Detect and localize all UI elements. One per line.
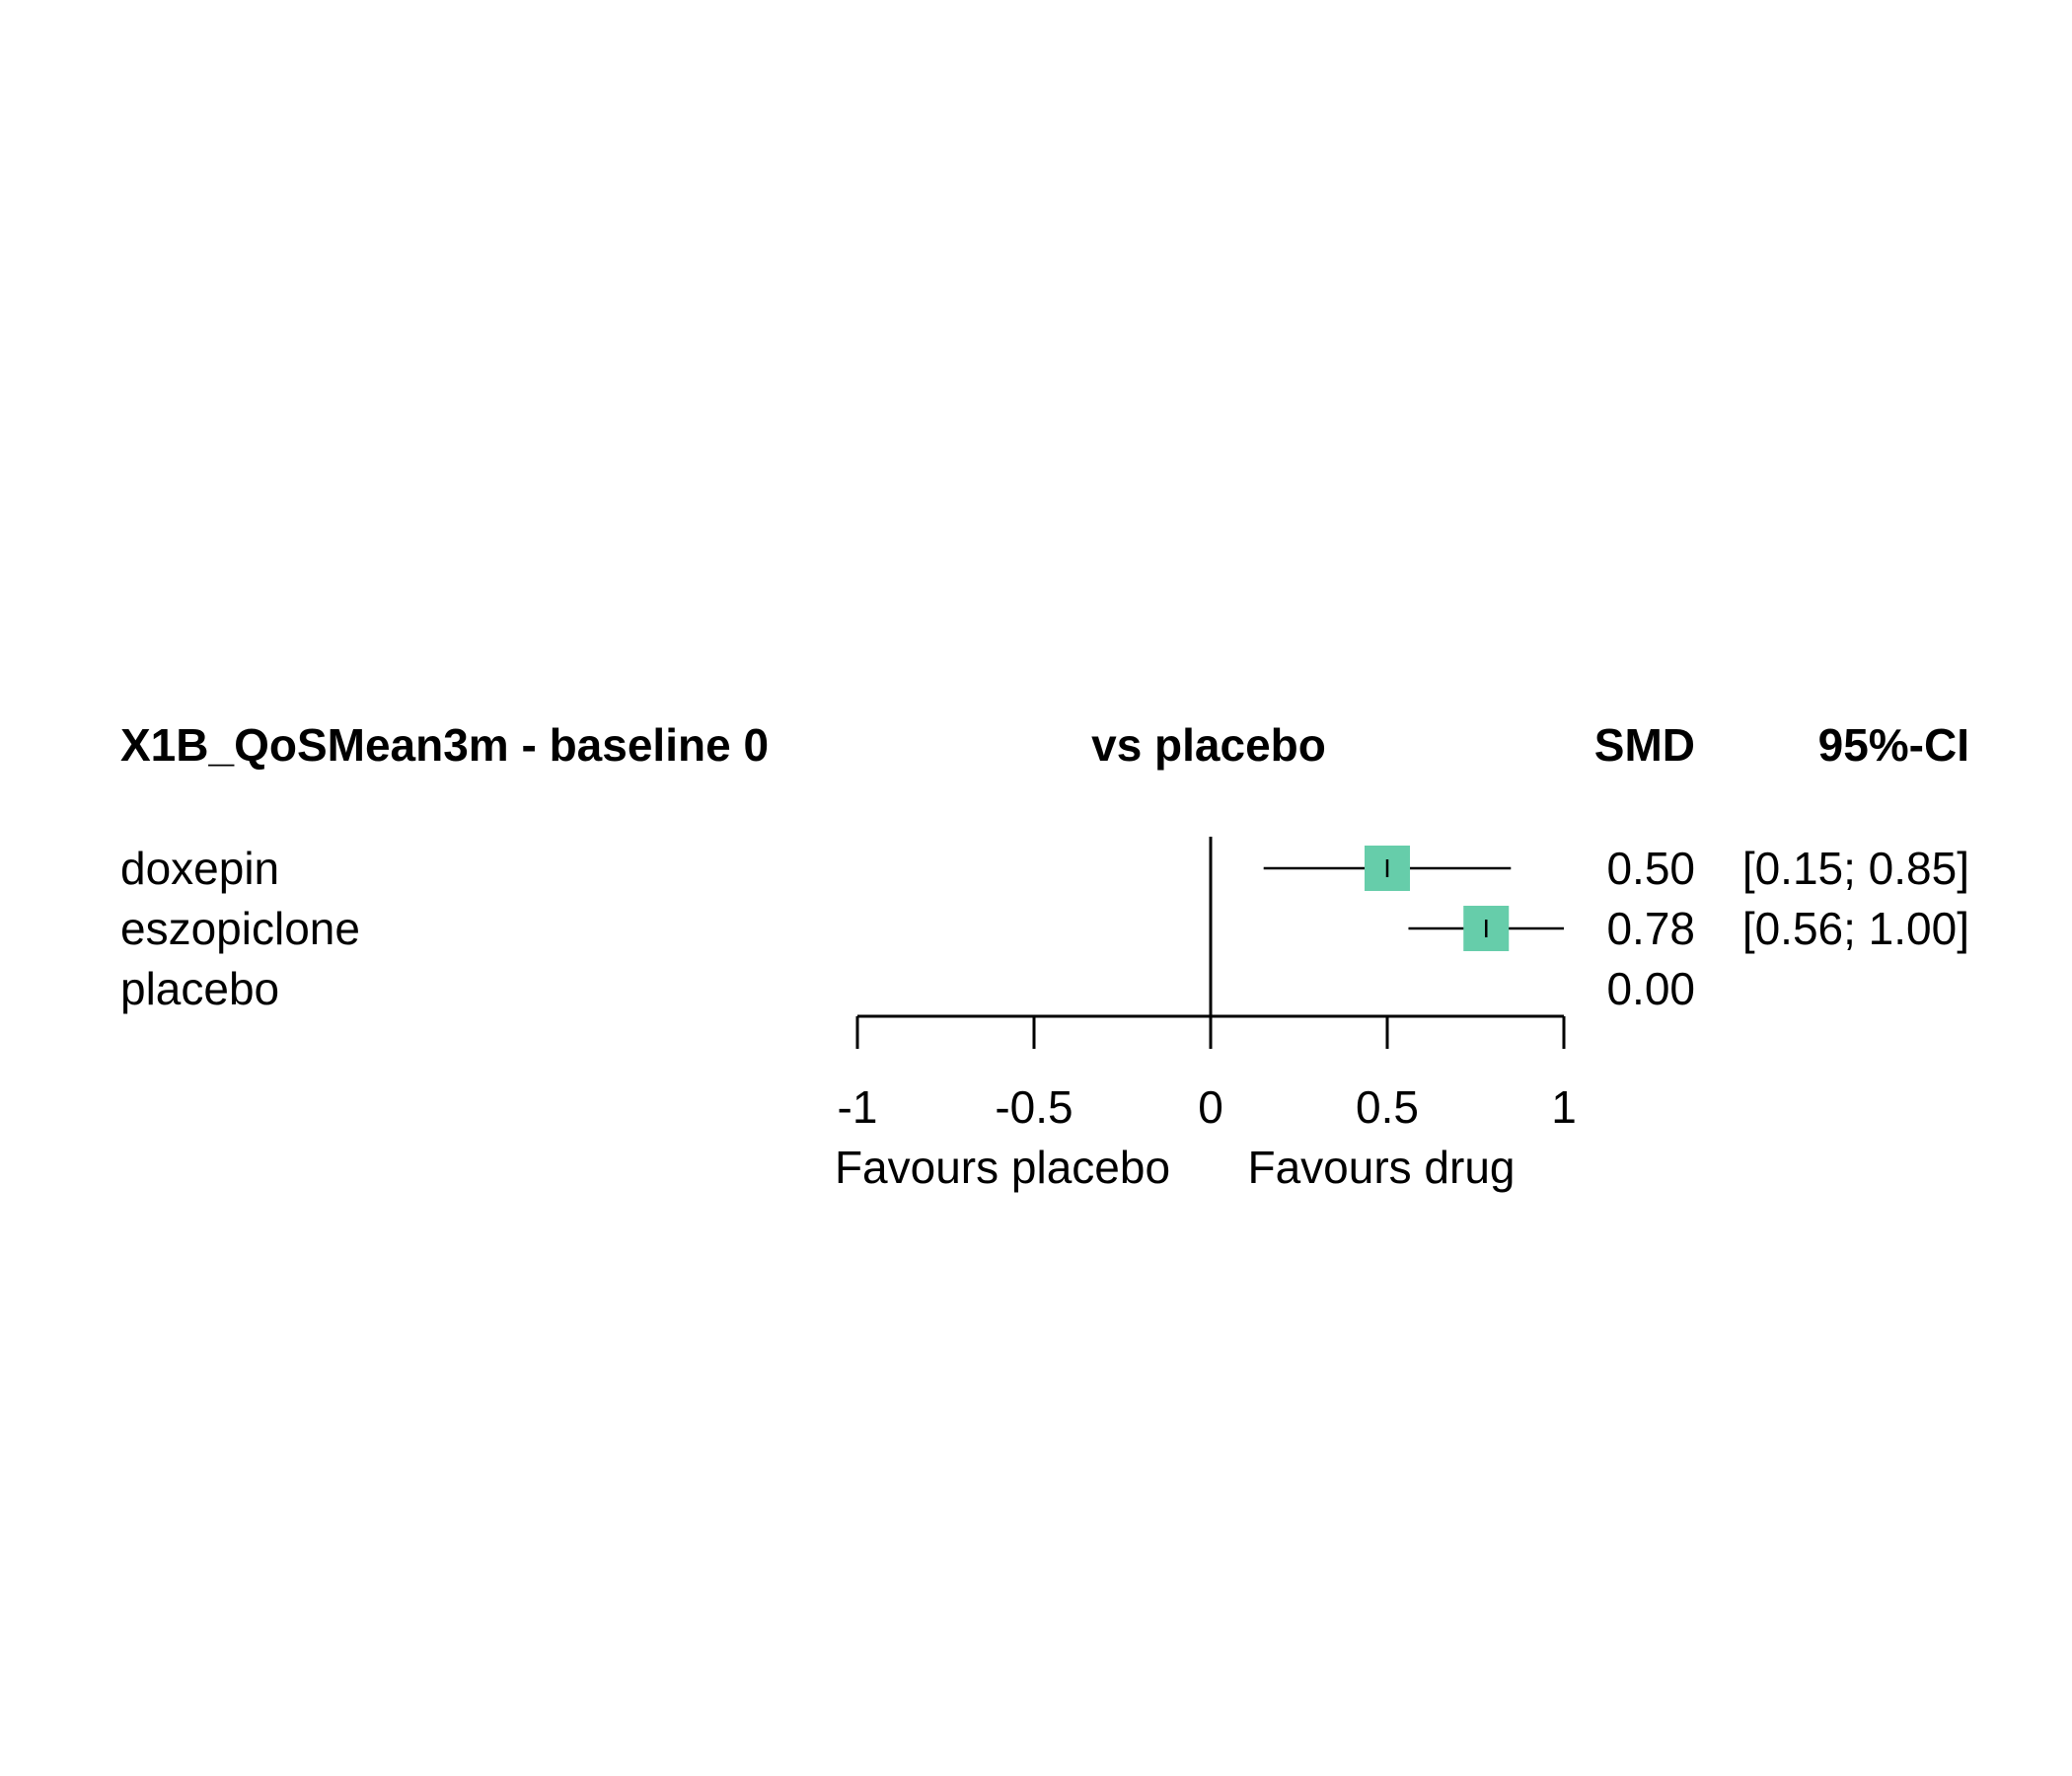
favours-placebo-label: Favours placebo (835, 1142, 1170, 1193)
x-axis: -1 -0.5 0 0.5 1 (838, 1014, 1577, 1133)
header-smd: SMD (1594, 719, 1695, 771)
smd-value: 0.50 (1606, 843, 1695, 894)
forest-row: doxepin 0.50 [0.15; 0.85] (120, 843, 1969, 894)
row-label: placebo (120, 963, 279, 1014)
x-tick-label: -1 (838, 1081, 878, 1133)
header-outcome: X1B_QoSMean3m - baseline 0 (120, 719, 769, 771)
header-ci: 95%-CI (1818, 719, 1969, 771)
row-label: doxepin (120, 843, 279, 894)
x-tick-label: 0.5 (1356, 1081, 1419, 1133)
x-tick-label: -0.5 (995, 1081, 1073, 1133)
x-tick-label: 1 (1551, 1081, 1577, 1133)
rows-group: doxepin 0.50 [0.15; 0.85] eszopiclone 0.78 [0… (120, 843, 1969, 1014)
smd-value: 0.78 (1606, 903, 1695, 954)
favours-drug-label: Favours drug (1247, 1142, 1515, 1193)
ci-value: [0.15; 0.85] (1742, 843, 1969, 894)
ci-value: [0.56; 1.00] (1742, 903, 1969, 954)
header-comparison: vs placebo (1091, 719, 1326, 771)
smd-value: 0.00 (1606, 963, 1695, 1014)
forest-row: placebo 0.00 (120, 963, 1695, 1014)
forest-row: eszopiclone 0.78 [0.56; 1.00] (120, 903, 1969, 954)
x-tick-label: 0 (1198, 1081, 1223, 1133)
row-label: eszopiclone (120, 903, 360, 954)
